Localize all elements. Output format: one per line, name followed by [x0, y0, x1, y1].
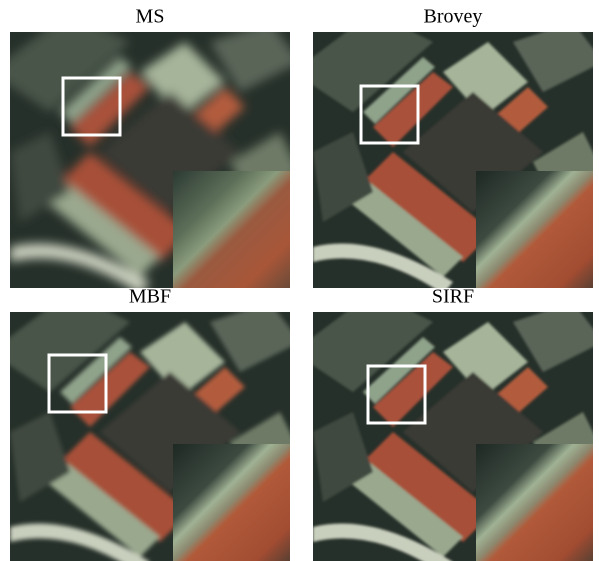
scene-shape: [40, 177, 160, 277]
scene-shape: [363, 57, 435, 124]
scene-shape: [10, 243, 150, 288]
scene-shape: [343, 457, 463, 557]
scene-shape: [513, 32, 593, 92]
scene-shape: [140, 322, 225, 397]
selection-box: [359, 84, 420, 145]
scene-shape: [70, 72, 150, 147]
scene-shape: [70, 352, 150, 427]
scene-shape: [513, 312, 593, 372]
scene-shape: [443, 322, 528, 397]
zoom-inset: [476, 444, 593, 561]
scene-shape: [10, 32, 130, 112]
scene-shape: [343, 177, 463, 277]
scene-shape: [210, 312, 290, 372]
panel-title: Brovey: [424, 6, 483, 28]
scene: [313, 312, 593, 561]
scene-shape: [10, 132, 70, 222]
scene-shape: [373, 352, 453, 427]
panel-title: SIRF: [432, 286, 474, 308]
selection-box: [61, 76, 122, 137]
scene-shape: [140, 42, 225, 117]
image-panel: [10, 312, 290, 561]
zoom-inset: [173, 444, 290, 561]
scene-shape: [40, 457, 160, 557]
image-panel: [10, 32, 290, 288]
scene-shape: [313, 312, 433, 392]
scene-shape: [363, 337, 435, 404]
scene-shape: [10, 523, 149, 561]
scene-shape: [60, 337, 132, 404]
scene-shape: [373, 72, 453, 147]
scene-shape: [313, 243, 453, 288]
scene-shape: [60, 57, 132, 124]
panel-title: MS: [136, 6, 165, 28]
image-panel: [313, 312, 593, 561]
scene-shape: [313, 412, 373, 502]
zoom-inset: [173, 171, 290, 288]
scene-shape: [60, 152, 190, 262]
scene-shape: [10, 412, 70, 502]
scene-shape: [363, 432, 493, 542]
scene-shape: [313, 132, 373, 222]
scene-shape: [443, 42, 528, 117]
selection-box: [366, 364, 427, 425]
panel-title: MBF: [129, 286, 171, 308]
image-panel: [313, 32, 593, 288]
scene: [10, 312, 290, 561]
zoom-inset: [476, 171, 593, 288]
scene: [10, 32, 290, 288]
scene-shape: [210, 32, 290, 92]
scene-shape: [363, 152, 493, 262]
selection-box: [47, 353, 108, 414]
scene-shape: [313, 523, 452, 561]
scene-shape: [10, 312, 130, 392]
scene-shape: [313, 32, 433, 112]
scene-shape: [60, 432, 190, 542]
